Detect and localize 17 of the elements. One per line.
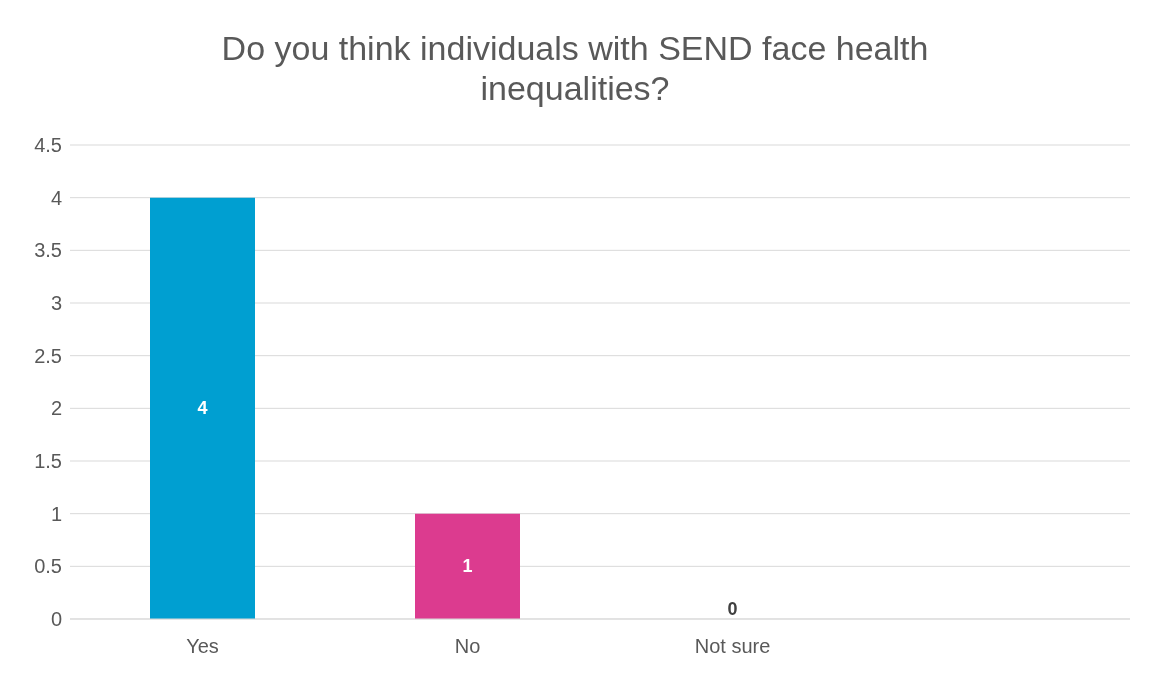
y-tick-label: 0 (50, 608, 62, 631)
y-tick-label: 4.5 (34, 134, 62, 157)
y-tick-label: 4 (50, 186, 62, 209)
chart-title: Do you think individuals with SEND face health inequalities? (220, 28, 930, 108)
y-tick-label: 1.5 (34, 450, 62, 473)
data-label: 0 (727, 599, 738, 619)
y-tick-label: 2 (50, 397, 62, 420)
x-tick-label: No (454, 635, 481, 658)
x-tick-label: Yes (186, 635, 219, 658)
data-label: 1 (462, 556, 473, 577)
y-tick-label: 1 (50, 502, 62, 525)
y-tick-label: 2.5 (34, 344, 62, 367)
y-tick-label: 3.5 (34, 239, 62, 262)
y-tick-label: 0.5 (34, 555, 62, 578)
data-label: 4 (197, 398, 208, 419)
x-tick-label: Not sure (694, 635, 771, 658)
y-tick-label: 3 (50, 292, 62, 315)
